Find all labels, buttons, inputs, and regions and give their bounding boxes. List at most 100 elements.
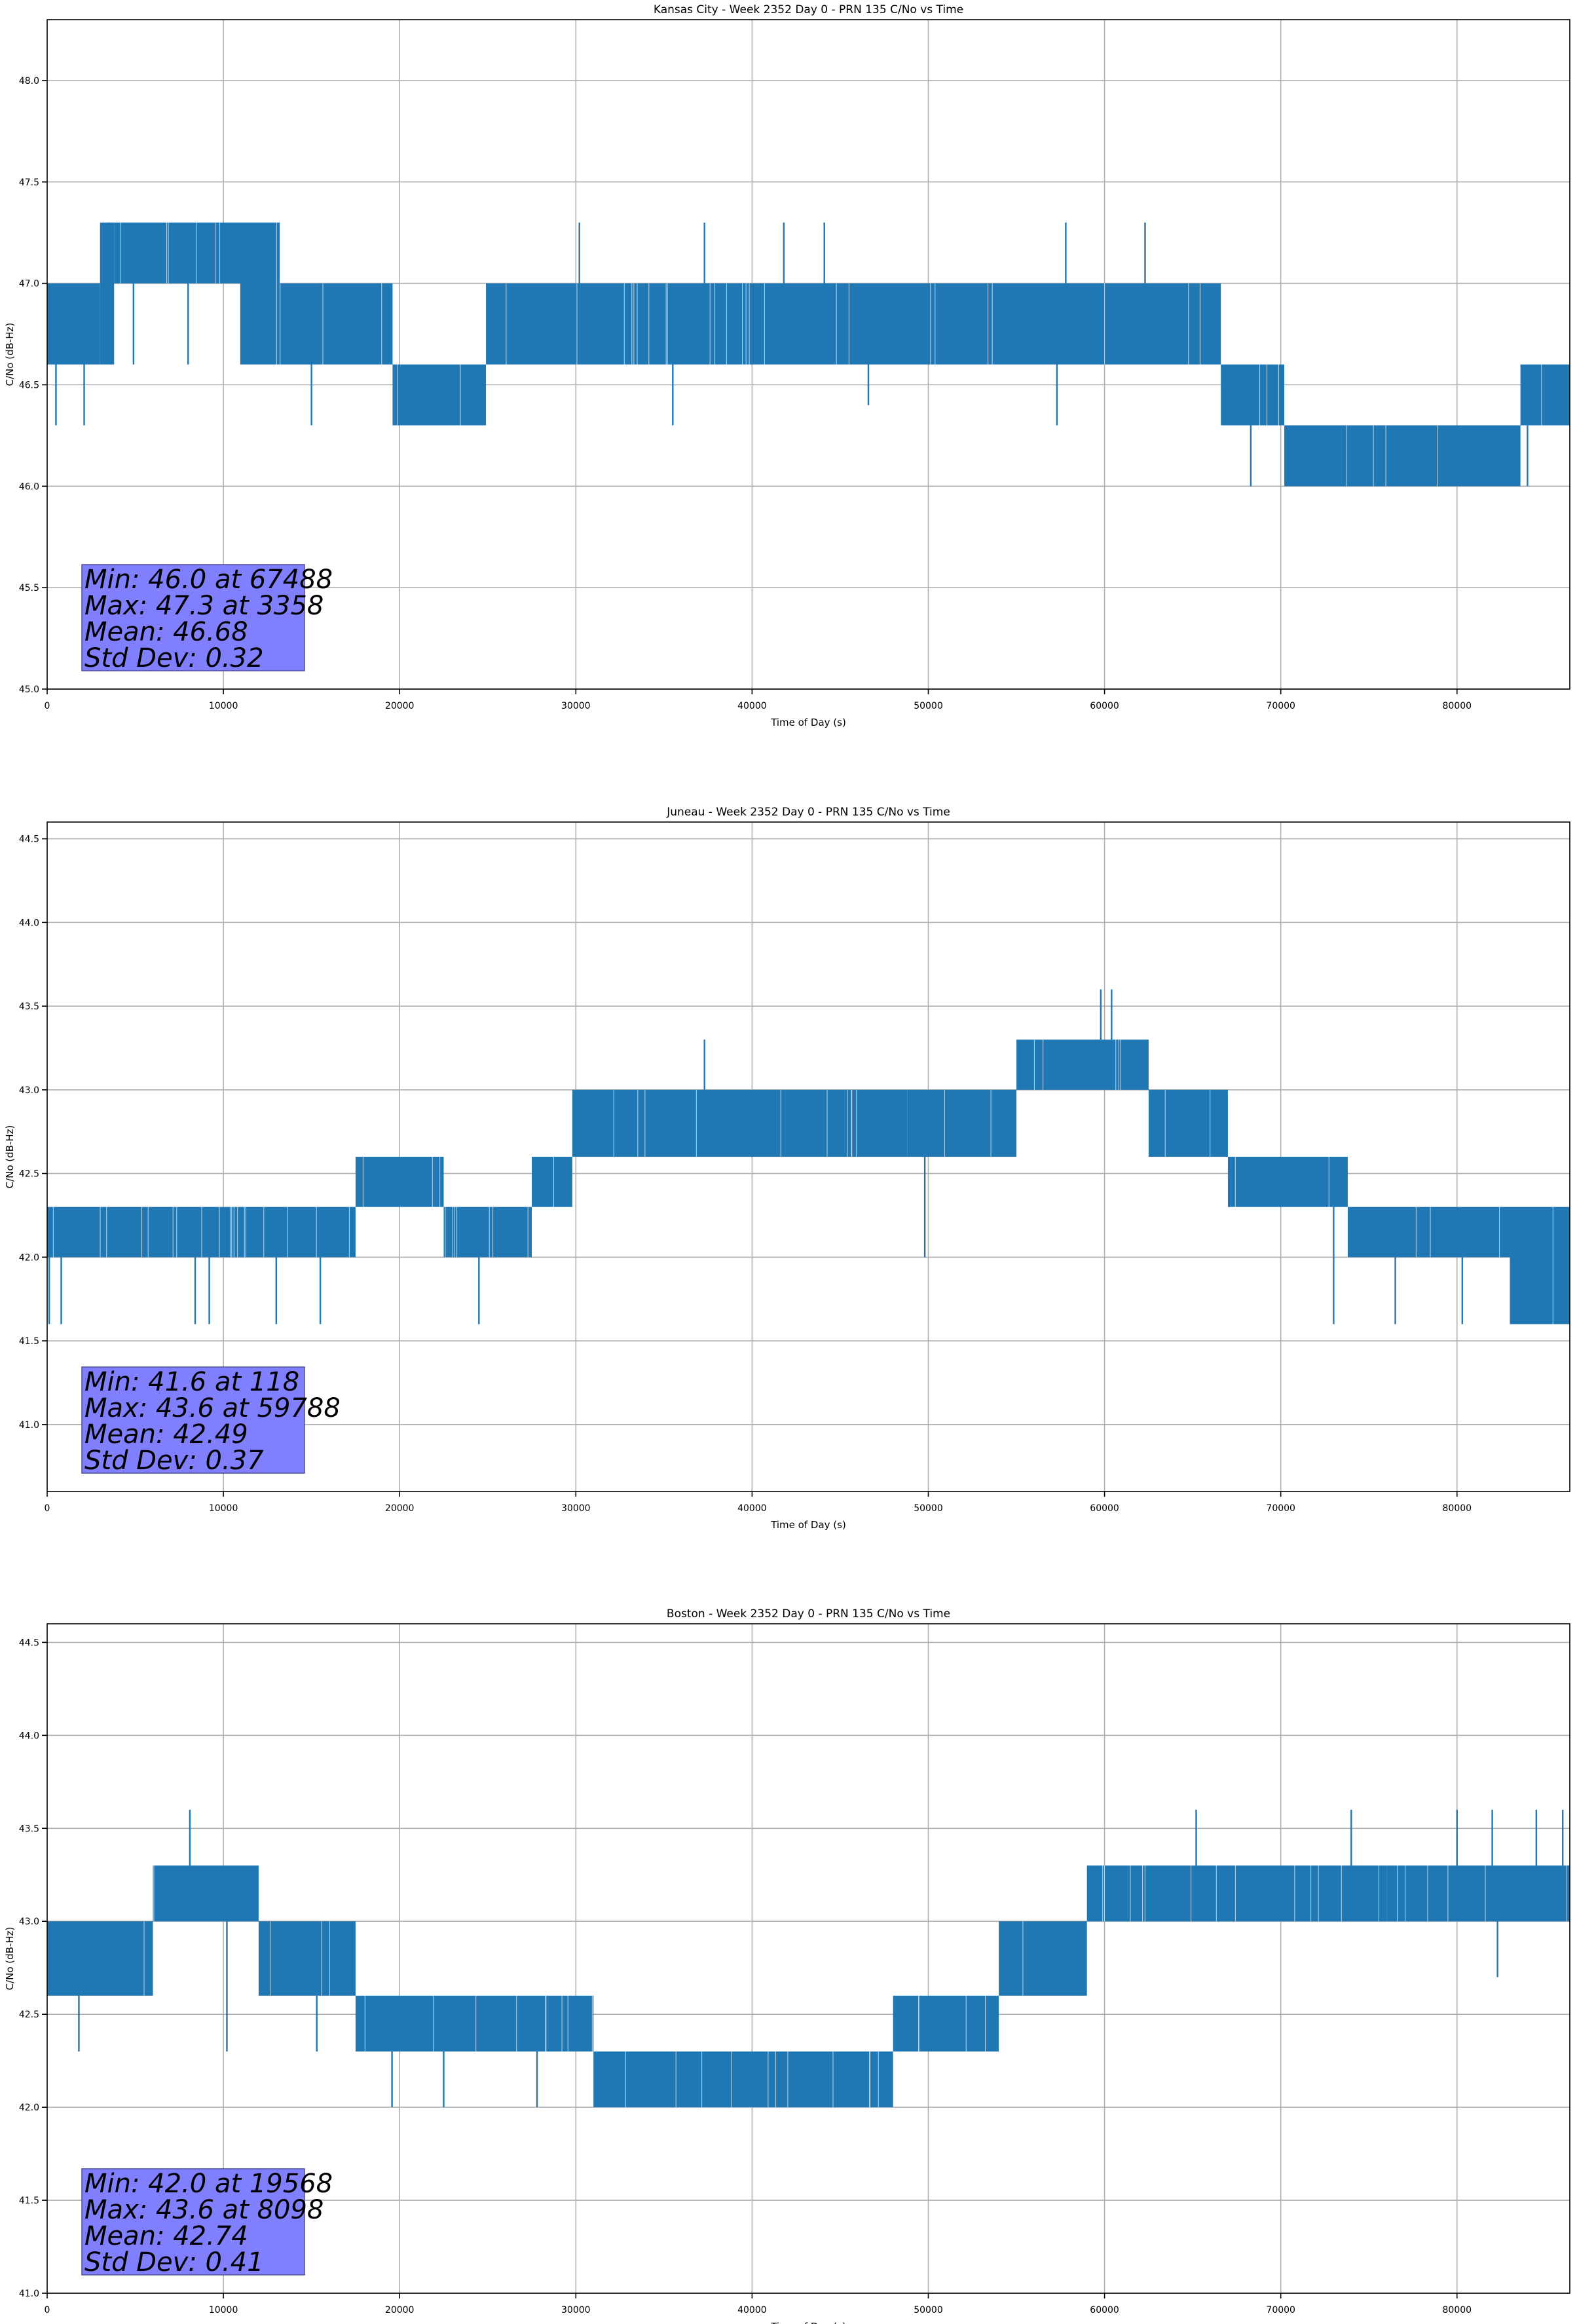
y-tick-label: 42.5 [19,1169,39,1180]
x-tick-label: 70000 [1266,701,1295,711]
chart-1: 0 10000 20000 30000 40000 50000 60000 70000 8000… [4,3,1570,728]
data-texture [52,1040,1553,1324]
stats-mean: Mean: 42.49 [84,1419,248,1450]
y-tick-label: 41.5 [19,2196,39,2206]
y-tick-label: 44.0 [19,918,39,928]
x-tick-label: 30000 [561,701,591,711]
x-tick-label: 60000 [1090,2305,1119,2315]
x-tick-label: 40000 [737,701,767,711]
data-band [241,222,280,365]
data-band [1510,1207,1570,1324]
data-band [355,1157,444,1207]
axes-frame [46,19,1570,690]
y-tick-label: 43.0 [19,1917,39,1927]
y-tick-label: 43.5 [19,1002,39,1012]
x-tick-label: 60000 [1090,1503,1119,1514]
x-axis-label: Time of Day (s) [770,2321,846,2324]
y-tick-label: 44.0 [19,1731,39,1741]
data-band [1221,364,1285,426]
x-tick-label: 80000 [1443,701,1472,711]
x-tick-label: 20000 [385,2305,415,2315]
y-tick-label: 43.0 [19,1085,39,1096]
y-axis-label: C/No (dB-Hz) [4,1927,16,1991]
data-band [1148,1089,1228,1157]
stats-std: Std Dev: 0.41 [84,2247,264,2277]
axes-frame [46,821,1570,1492]
data-series [47,989,1570,1324]
x-tick-label: 10000 [209,701,238,711]
stats-max: Max: 43.6 at 8098 [84,2195,324,2225]
data-band [1199,283,1221,365]
data-band [47,283,100,365]
stats-mean: Mean: 46.68 [84,617,248,647]
y-tick-label: 41.0 [19,1420,39,1431]
data-band [532,1157,572,1207]
data-texture [143,1865,1567,2108]
stats-box [81,564,305,671]
y-tick-label: 48.0 [19,76,39,86]
y-tick-label: 42.0 [19,1252,39,1263]
x-tick-label: 20000 [385,1503,415,1514]
y-axis-label: C/No (dB-Hz) [4,323,16,386]
x-axis-label: Time of Day (s) [770,1519,846,1531]
stats-min: Min: 46.0 at 67488 [84,565,333,595]
y-tick-label: 44.5 [19,1638,39,1648]
x-tick-label: 10000 [209,2305,238,2315]
axes-frame [46,1623,1570,2294]
chart-3: 0 10000 20000 30000 40000 50000 60000 70000 8000… [4,1607,1570,2324]
x-tick-label: 50000 [914,701,943,711]
stats-box [81,2168,305,2276]
chart-2: 0 10000 20000 30000 40000 50000 60000 70000 8000… [4,806,1570,1531]
x-tick-label: 70000 [1266,1503,1295,1514]
stats-mean: Mean: 42.74 [84,2221,248,2251]
y-tick-label: 41.5 [19,1336,39,1347]
y-tick-label: 45.0 [19,684,39,695]
data-texture [120,222,1542,487]
y-tick-label: 43.5 [19,1824,39,1834]
data-band [114,222,242,284]
chart-title: Boston - Week 2352 Day 0 - PRN 135 C/No … [667,1607,950,1621]
data-band [1016,1040,1149,1090]
x-tick-label: 30000 [561,1503,591,1514]
x-tick-label: 80000 [1443,2305,1472,2315]
data-band [907,1089,1017,1157]
stats-std: Std Dev: 0.32 [84,643,264,673]
x-tick-label: 20000 [385,701,415,711]
x-tick-label: 40000 [737,2305,767,2315]
x-tick-label: 30000 [561,2305,591,2315]
data-series [47,222,1570,487]
stats-min: Min: 42.0 at 19568 [84,2169,333,2199]
y-tick-label: 45.5 [19,583,39,593]
data-series [47,1809,1570,2108]
data-band [258,1921,356,1996]
data-band [47,1207,356,1258]
y-tick-label: 42.5 [19,2010,39,2020]
data-band [999,1921,1087,1996]
data-band [355,1995,594,2052]
data-band [1386,1865,1570,1922]
x-tick-label: 0 [45,701,50,711]
y-tick-label: 46.5 [19,380,39,390]
x-tick-label: 50000 [914,1503,943,1514]
x-axis-label: Time of Day (s) [770,717,846,728]
data-band [893,1995,999,2052]
x-tick-label: 10000 [209,1503,238,1514]
data-band [1086,1865,1387,1922]
x-tick-label: 60000 [1090,701,1119,711]
chart-title: Juneau - Week 2352 Day 0 - PRN 135 C/No … [666,806,950,819]
data-band [280,283,393,365]
data-band [100,222,115,365]
x-tick-label: 0 [45,2305,50,2315]
y-tick-label: 47.5 [19,178,39,188]
x-tick-label: 80000 [1443,1503,1472,1514]
y-axis-label: C/No (dB-Hz) [4,1125,16,1189]
stats-min: Min: 41.6 at 118 [84,1367,299,1397]
data-band [1347,1207,1510,1258]
data-band [486,283,1200,365]
x-tick-label: 0 [45,1503,50,1514]
stats-box [81,1366,305,1474]
chart-title: Kansas City - Week 2352 Day 0 - PRN 135 … [654,3,963,16]
x-tick-label: 40000 [737,1503,767,1514]
y-tick-label: 44.5 [19,834,39,845]
